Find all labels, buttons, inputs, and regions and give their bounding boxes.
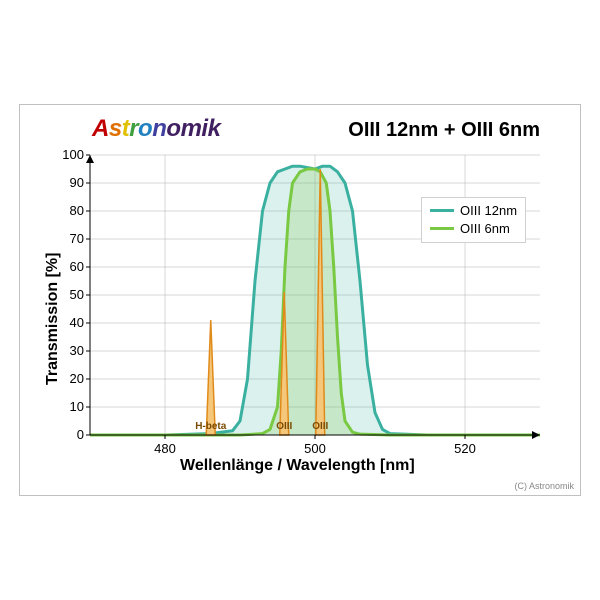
legend: OIII 12nmOIII 6nm (421, 197, 526, 243)
brand-logo: Astronomik (92, 115, 220, 143)
chart-title: OIII 12nm + OIII 6nm (348, 119, 540, 142)
xtick-label: 520 (454, 441, 476, 456)
y-axis-title: Transmission [%] (44, 253, 62, 385)
x-axis-title: Wellenlänge / Wavelength [nm] (180, 457, 415, 475)
legend-swatch (430, 209, 454, 212)
ytick-label: 100 (62, 147, 84, 162)
xtick-label: 480 (154, 441, 176, 456)
ytick-label: 10 (70, 399, 84, 414)
emission-line (206, 320, 215, 435)
copyright: (C) Astronomik (514, 481, 574, 491)
emission-label: OIII (312, 421, 328, 432)
legend-label: OIII 6nm (460, 220, 510, 238)
legend-item: OIII 12nm (430, 202, 517, 220)
ytick-label: 40 (70, 315, 84, 330)
chart-frame: Astronomik OIII 12nm + OIII 6nm H-beta OI… (19, 104, 581, 496)
legend-item: OIII 6nm (430, 220, 517, 238)
ytick-label: 60 (70, 259, 84, 274)
ytick-label: 30 (70, 343, 84, 358)
ytick-label: 70 (70, 231, 84, 246)
ytick-label: 90 (70, 175, 84, 190)
ytick-label: 20 (70, 371, 84, 386)
xtick-label: 500 (304, 441, 326, 456)
legend-swatch (430, 227, 454, 230)
ytick-label: 80 (70, 203, 84, 218)
ytick-label: 0 (77, 427, 84, 442)
legend-label: OIII 12nm (460, 202, 517, 220)
emission-label: OIII (276, 421, 292, 432)
ytick-label: 50 (70, 287, 84, 302)
emission-label: H-beta (195, 421, 227, 432)
